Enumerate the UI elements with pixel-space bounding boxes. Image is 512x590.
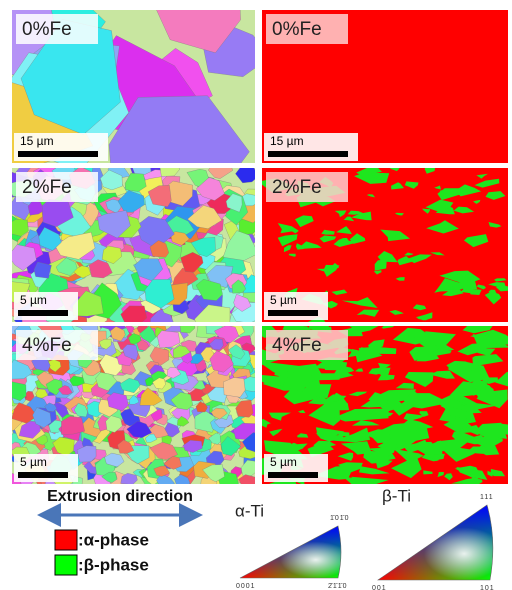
panel-label: 0%Fe: [22, 19, 72, 40]
panel-label: 4%Fe: [272, 335, 322, 356]
legend-label: :β-phase: [78, 555, 149, 574]
beta-swatch: [55, 555, 77, 575]
legend-label: :α-phase: [78, 530, 149, 549]
scale-label: 5 µm: [20, 455, 47, 469]
scale-label: 15 µm: [20, 134, 54, 148]
alpha-swatch: [55, 530, 77, 550]
scale-label: 5 µm: [270, 293, 297, 307]
ipf-title: β-Ti: [382, 486, 411, 505]
ipf-corner: 111: [480, 494, 494, 501]
ipf-corner: 001: [372, 585, 387, 590]
ipf-alpha: [240, 526, 341, 578]
scale-label: 15 µm: [270, 134, 304, 148]
ipf-corner: 101: [480, 585, 495, 590]
scale-bar: [18, 151, 98, 157]
scale-bar: [18, 310, 68, 316]
scale-bar: [268, 472, 318, 478]
direction-label: Extrusion direction: [47, 488, 193, 505]
ipf-corner: 2̄1̄1̄0: [328, 583, 348, 590]
ipf-title: α-Ti: [235, 501, 264, 520]
scale-bar: [18, 472, 68, 478]
panel-label: 0%Fe: [272, 19, 322, 40]
ipf-beta: [378, 505, 493, 580]
grain: [5, 382, 26, 401]
figure: 0%Fe 15 µm 0%Fe 15 µm 2%Fe 5 µm 2%Fe 5 µm 4%Fe 5 …: [0, 0, 512, 590]
grain: [34, 262, 52, 278]
scale-label: 5 µm: [270, 455, 297, 469]
ipf-corner: 0001: [236, 583, 256, 590]
scale-bar: [268, 151, 348, 157]
scale-label: 5 µm: [20, 293, 47, 307]
panel-label: 4%Fe: [22, 335, 72, 356]
panel-label: 2%Fe: [22, 177, 72, 198]
page: {"panels": [ {"left": {"label": "0%Fe", …: [0, 0, 512, 590]
scale-bar: [268, 310, 318, 316]
panel-label: 2%Fe: [272, 177, 322, 198]
grain: [223, 378, 245, 398]
maps: 0%Fe 15 µm 0%Fe 15 µm 2%Fe 5 µm 2%Fe 5 µm 4%Fe 5 …: [0, 0, 512, 492]
ipf-corner: 1̄01̄0: [330, 515, 350, 522]
